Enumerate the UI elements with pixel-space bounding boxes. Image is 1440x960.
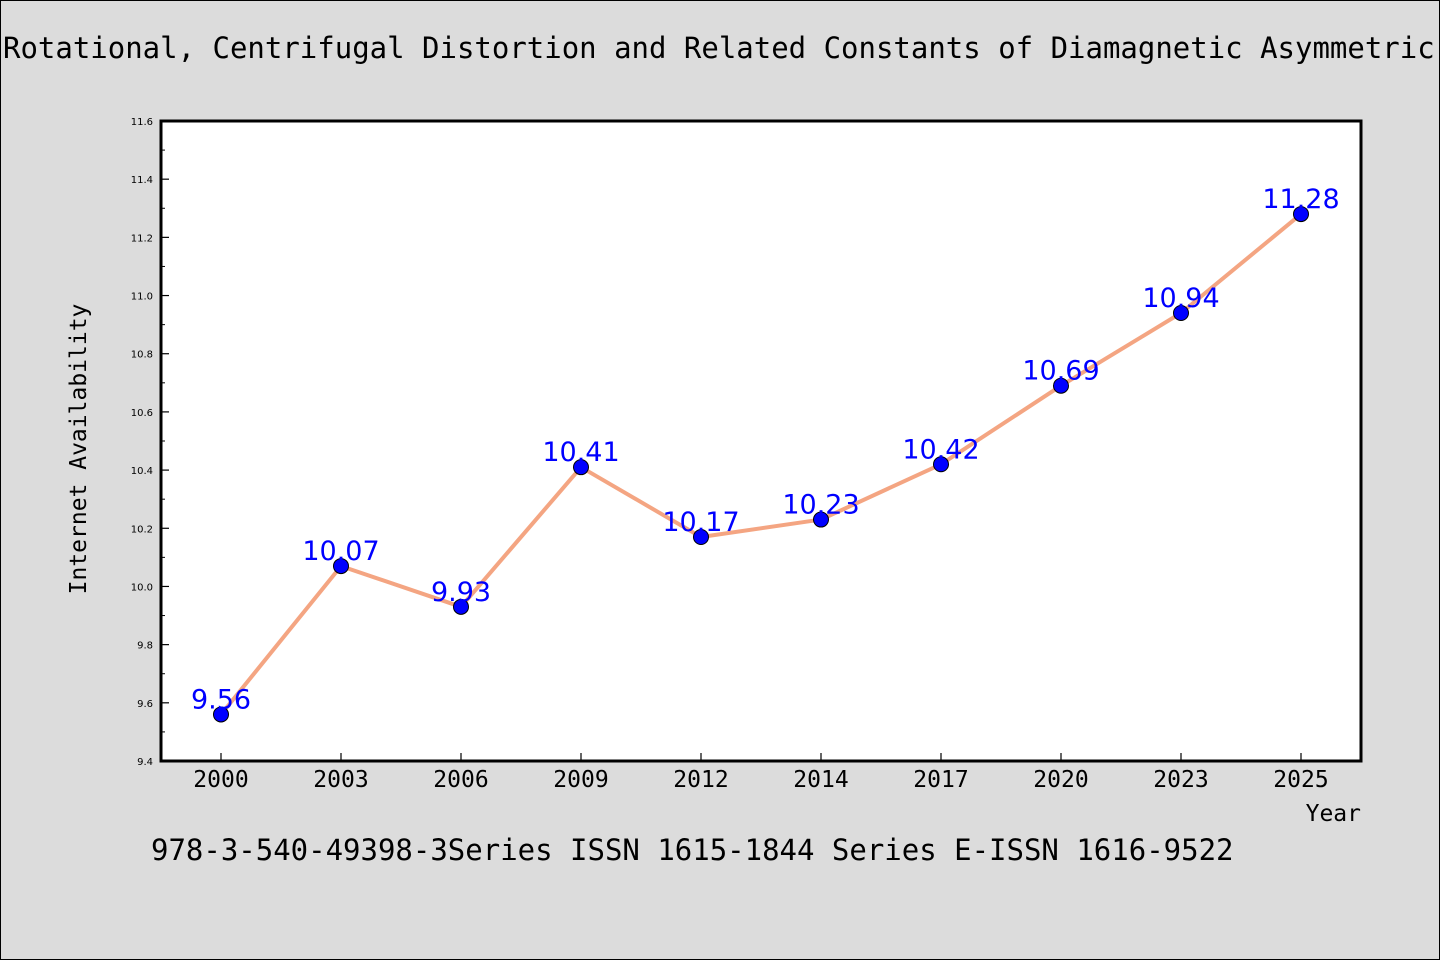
data-point — [693, 529, 709, 545]
data-point — [1053, 377, 1069, 394]
y-tick-label: 9.4 — [137, 757, 153, 768]
data-label: 10.23 — [782, 490, 859, 521]
x-tick-label: 2014 — [793, 767, 848, 793]
chart-title: Rotational, Centrifugal Distortion and R… — [3, 31, 1435, 65]
data-label: 9.93 — [431, 577, 491, 608]
y-tick-label: 11.6 — [131, 117, 153, 128]
x-tick-label: 2025 — [1273, 767, 1328, 793]
data-point — [333, 558, 349, 575]
y-tick-label: 10.4 — [131, 466, 153, 477]
data-point — [933, 456, 949, 473]
y-tick-label: 9.6 — [137, 699, 153, 710]
x-tick-label: 2006 — [433, 767, 488, 793]
x-tick-label: 2012 — [673, 767, 728, 793]
data-label: 10.69 — [1022, 356, 1099, 387]
data-point — [573, 459, 589, 476]
data-label: 10.94 — [1142, 283, 1219, 314]
y-axis-label: Internet Availability — [66, 304, 92, 595]
x-tick-label: 2023 — [1153, 767, 1208, 793]
data-label: 10.41 — [542, 437, 619, 468]
y-tick-label: 10.2 — [131, 524, 153, 535]
x-axis-label: Year — [1306, 801, 1361, 827]
data-point — [453, 598, 469, 615]
data-label: 10.42 — [902, 434, 979, 465]
x-tick-label: 2003 — [313, 767, 368, 793]
data-label: 10.17 — [662, 507, 739, 538]
data-point — [813, 511, 829, 528]
data-point — [1173, 305, 1189, 321]
x-tick-label: 2009 — [553, 767, 608, 793]
series-line — [219, 212, 1303, 717]
plot-area — [159, 119, 1363, 763]
y-tick-label: 11.4 — [131, 175, 153, 186]
footer-note: 978-3-540-49398-3Series ISSN 1615-1844 S… — [151, 833, 1234, 867]
y-tick-label: 10.0 — [131, 582, 153, 593]
data-label: 9.56 — [191, 684, 251, 715]
x-tick-label: 2000 — [193, 767, 248, 793]
data-label: 11.28 — [1262, 184, 1339, 215]
y-tick-label: 10.8 — [131, 350, 153, 361]
y-tick-label: 10.6 — [131, 408, 153, 419]
y-tick-label: 11.0 — [131, 292, 153, 303]
x-tick-label: 2017 — [913, 767, 968, 793]
y-tick-label: 11.2 — [131, 233, 153, 244]
data-point — [1293, 206, 1309, 223]
data-label: 10.07 — [302, 536, 379, 567]
y-tick-label: 9.8 — [137, 641, 153, 652]
data-point — [213, 706, 229, 723]
x-tick-label: 2020 — [1033, 767, 1088, 793]
